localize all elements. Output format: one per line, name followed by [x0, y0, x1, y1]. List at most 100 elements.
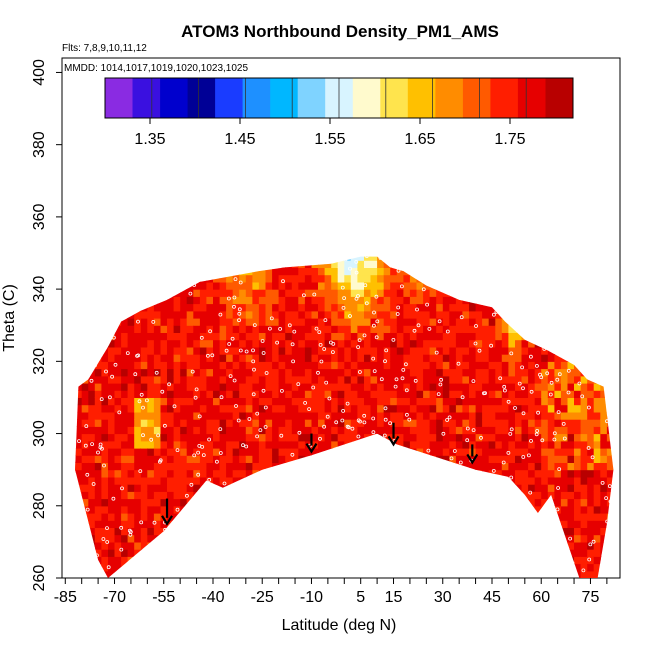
field-cell: [121, 318, 129, 326]
sample-point: [403, 362, 408, 367]
sample-point: [502, 388, 507, 393]
field-cell: [239, 469, 247, 478]
field-cell: [469, 390, 477, 398]
field-cell: [548, 578, 555, 586]
field-cell: [206, 397, 214, 406]
field-cell: [469, 361, 477, 370]
field-cell: [541, 397, 549, 406]
field-cell: [245, 397, 253, 406]
field-cell: [587, 404, 595, 413]
field-cell: [469, 411, 477, 420]
field-cell: [560, 411, 569, 420]
field-cell: [580, 541, 588, 550]
field-cell: [528, 578, 535, 586]
field-cell: [429, 426, 437, 435]
field-cell: [482, 426, 490, 435]
field-cell: [239, 397, 247, 406]
field-cell: [134, 325, 142, 333]
field-cell: [199, 469, 208, 478]
field-cell: [409, 318, 418, 326]
field-cell: [94, 411, 102, 420]
field-cell: [324, 296, 332, 305]
field-cell: [495, 354, 503, 362]
field-cell: [114, 556, 122, 565]
field-cell: [364, 339, 372, 348]
sample-point: [128, 532, 133, 537]
field-cell: [528, 448, 536, 456]
field-cell: [390, 390, 398, 398]
field-cell: [180, 476, 188, 485]
field-cell: [475, 375, 483, 384]
field-cell: [140, 318, 148, 326]
field-cell: [160, 390, 168, 398]
field-cell: [272, 354, 280, 362]
field-cell: [147, 318, 155, 326]
field-cell: [409, 354, 418, 362]
field-cell: [258, 440, 267, 449]
field-cell: [226, 426, 234, 435]
field-cell: [75, 476, 83, 485]
sample-point: [207, 477, 212, 482]
field-cell: [272, 455, 280, 463]
field-cell: [337, 260, 345, 268]
sample-point: [590, 455, 595, 460]
sample-point: [139, 392, 144, 397]
field-cell: [436, 433, 444, 442]
field-cell: [331, 383, 339, 391]
field-cell: [252, 368, 260, 377]
field-cell: [311, 361, 319, 370]
field-cell: [245, 426, 253, 435]
field-cell: [108, 397, 116, 406]
field-cell: [75, 448, 83, 456]
field-cell: [298, 346, 306, 355]
field-cell: [272, 267, 280, 276]
field-cell: [167, 332, 175, 341]
field-cell: [547, 375, 555, 384]
field-cell: [409, 281, 418, 290]
field-cell: [226, 383, 234, 391]
field-cell: [443, 578, 450, 586]
field-cell: [81, 404, 89, 413]
field-cell: [554, 476, 562, 485]
field-cell: [521, 397, 529, 406]
sample-point: [396, 305, 401, 310]
field-cell: [475, 397, 483, 406]
x-tick-label: 60: [532, 589, 550, 606]
sample-point: [258, 428, 263, 433]
field-cell: [587, 419, 595, 427]
field-cell: [173, 383, 181, 391]
field-cell: [285, 390, 293, 398]
field-cell: [94, 505, 102, 514]
field-cell: [167, 419, 175, 427]
field-cell: [304, 419, 313, 427]
field-cell: [600, 484, 608, 492]
field-cell: [350, 383, 358, 391]
field-cell: [258, 303, 267, 312]
sample-point: [233, 277, 238, 282]
field-cell: [337, 296, 345, 305]
field-cell: [127, 318, 135, 326]
field-cell: [101, 527, 109, 536]
field-cell: [226, 354, 234, 362]
field-cell: [173, 498, 181, 507]
field-cell: [219, 339, 227, 348]
field-cell: [482, 383, 490, 391]
field-cell: [140, 469, 148, 478]
colorbar-tick-label: 1.75: [494, 131, 525, 148]
field-cell: [121, 440, 129, 449]
colorbar-swatch: [297, 78, 326, 118]
field-cell: [547, 433, 555, 442]
field-cell: [580, 527, 588, 536]
field-cell: [134, 383, 142, 391]
field-cell: [482, 375, 490, 384]
field-cell: [469, 310, 477, 319]
sample-point: [91, 482, 96, 486]
field-cell: [574, 455, 582, 463]
field-cell: [324, 332, 332, 341]
field-cell: [449, 325, 457, 333]
field-cell: [593, 549, 601, 557]
field-cell: [580, 440, 588, 449]
sample-point: [133, 372, 138, 377]
sample-point: [555, 377, 560, 382]
field-cell: [127, 404, 135, 413]
